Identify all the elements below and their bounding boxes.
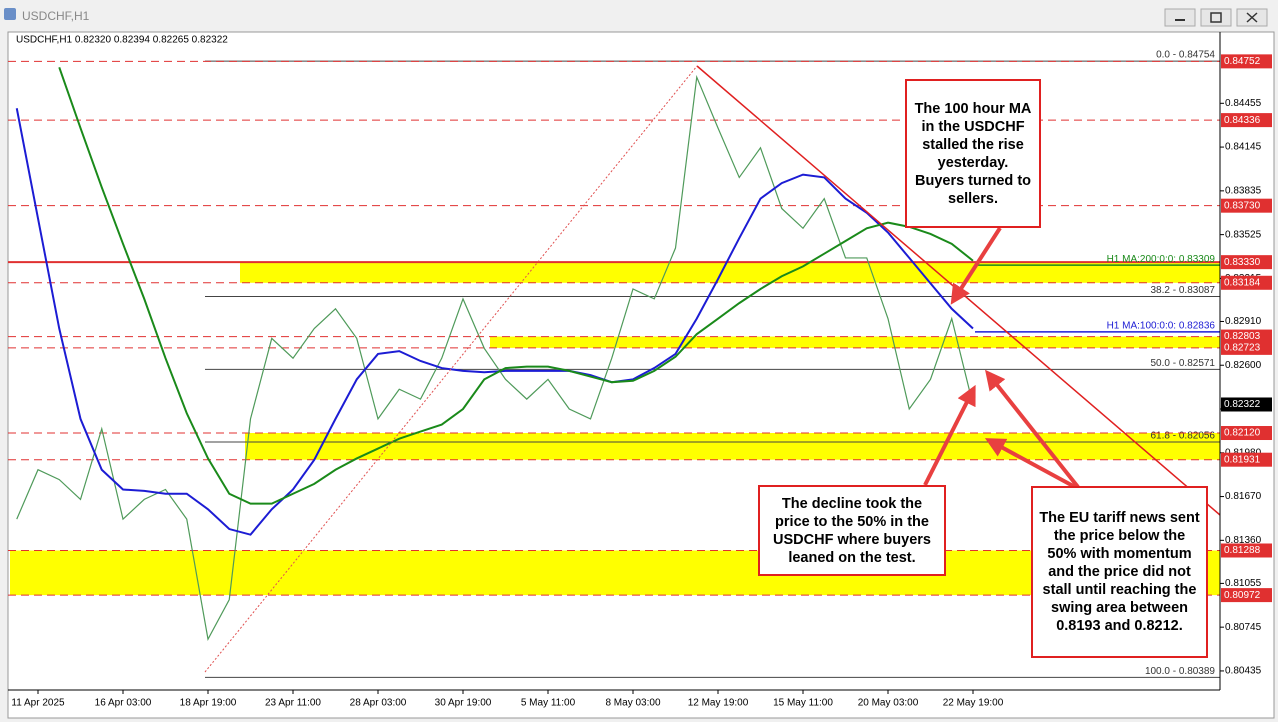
price-label-box: [1221, 198, 1272, 213]
price-label: 0.83184: [1224, 277, 1261, 288]
annotation: The EU tariff news sent the price below …: [1031, 486, 1208, 658]
price-label-box: [1221, 113, 1272, 128]
price-label-box: [1221, 452, 1272, 467]
y-tick-label: 0.83835: [1225, 185, 1262, 196]
x-tick-label: 5 May 11:00: [521, 698, 576, 709]
x-tick-label: 15 May 11:00: [773, 698, 833, 709]
price-label: 0.82803: [1224, 331, 1261, 342]
fib-label: 100.0 - 0.80389: [1145, 666, 1215, 677]
support-zone: [490, 336, 1220, 348]
y-tick-label: 0.80745: [1225, 622, 1262, 633]
chart-header: USDCHF,H1 0.82320 0.82394 0.82265 0.8232…: [16, 35, 228, 46]
fib-label: 61.8 - 0.82056: [1151, 431, 1216, 442]
window-icon: [4, 8, 16, 20]
y-tick-label: 0.83525: [1225, 229, 1262, 240]
support-zone: [10, 550, 1220, 596]
x-tick-label: 30 Apr 19:00: [435, 698, 492, 709]
y-tick-label: 0.81360: [1225, 535, 1262, 546]
price-label: 0.82723: [1224, 343, 1261, 354]
arrow: [985, 369, 1080, 489]
y-tick-label: 0.81670: [1225, 491, 1262, 502]
price-label-box: [1221, 397, 1272, 412]
annotation: The decline took the price to the 50% in…: [758, 485, 946, 576]
price-label: 0.82120: [1224, 428, 1261, 439]
price-label: 0.81288: [1224, 545, 1261, 556]
fib-label: 38.2 - 0.83087: [1151, 285, 1216, 296]
window-buttons[interactable]: [1164, 8, 1268, 27]
price-label: 0.83730: [1224, 200, 1261, 211]
x-tick-label: 22 May 19:00: [943, 698, 1004, 709]
x-tick-label: 28 Apr 03:00: [350, 698, 407, 709]
y-tick-label: 0.84455: [1225, 98, 1262, 109]
price-line: [16, 74, 974, 641]
moving-average: [58, 66, 974, 505]
price-label: 0.80972: [1224, 590, 1261, 601]
minimize-button[interactable]: [1164, 8, 1196, 27]
price-label: 0.84336: [1224, 115, 1261, 126]
price-label: 0.81931: [1224, 454, 1261, 465]
window-title: USDCHF,H1: [22, 9, 90, 23]
moving-average: [15, 108, 974, 536]
x-tick-label: 12 May 19:00: [688, 698, 749, 709]
price-label-box: [1221, 275, 1272, 290]
x-tick-label: 20 May 03:00: [858, 698, 919, 709]
price-label-box: [1221, 340, 1272, 355]
arrows: [923, 226, 1080, 489]
x-tick-label: 8 May 03:00: [605, 698, 660, 709]
price-label-box: [1221, 588, 1272, 603]
annotation: The 100 hour MA in the USDCHF stalled th…: [905, 79, 1041, 228]
fib-label: 0.0 - 0.84754: [1156, 50, 1215, 61]
price-label-box: [1221, 54, 1272, 69]
ma-label: H1 MA:100:0:0: 0.82836: [1107, 321, 1216, 332]
price-label-box: [1221, 426, 1272, 441]
y-tick-label: 0.82910: [1225, 316, 1262, 327]
arrow: [923, 384, 976, 486]
fib-label: 50.0 - 0.82571: [1151, 358, 1216, 369]
x-tick-label: 11 Apr 2025: [11, 698, 65, 709]
y-tick-label: 0.84145: [1225, 142, 1262, 153]
price-label-box: [1221, 329, 1272, 344]
price-label-box: [1221, 543, 1272, 558]
price-label: 0.83330: [1224, 257, 1261, 268]
x-tick-label: 23 Apr 11:00: [265, 698, 321, 709]
support-zone: [245, 433, 1220, 460]
ma-label: H1 MA:200:0:0: 0.83309: [1107, 254, 1216, 265]
x-tick-label: 16 Apr 03:00: [95, 698, 152, 709]
price-label: 0.82322: [1224, 399, 1261, 410]
arrow: [950, 226, 1002, 305]
y-tick-label: 0.82600: [1225, 360, 1262, 371]
restore-button[interactable]: [1200, 8, 1232, 27]
x-tick-label: 18 Apr 19:00: [180, 698, 237, 709]
price-label-box: [1221, 255, 1272, 270]
y-tick-label: 0.81055: [1225, 578, 1262, 589]
price-label: 0.84752: [1224, 56, 1261, 67]
y-tick-label: 0.80435: [1225, 666, 1262, 677]
arrow: [984, 438, 1076, 489]
